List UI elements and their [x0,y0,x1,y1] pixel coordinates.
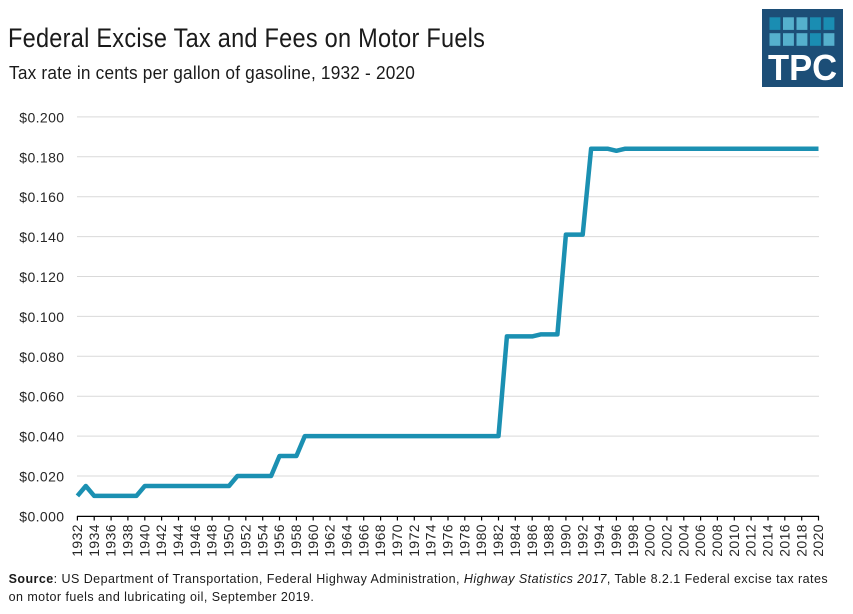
svg-text:1956: 1956 [271,524,287,557]
svg-text:2008: 2008 [709,524,725,557]
svg-text:1952: 1952 [237,524,253,557]
svg-text:1950: 1950 [221,524,237,557]
svg-text:1996: 1996 [608,524,624,557]
svg-text:1938: 1938 [120,524,136,557]
svg-text:1982: 1982 [490,524,506,557]
svg-text:$0.200: $0.200 [19,109,64,125]
svg-text:1966: 1966 [355,524,371,557]
svg-text:1974: 1974 [423,524,439,557]
svg-text:1946: 1946 [187,524,203,557]
svg-text:1980: 1980 [473,524,489,557]
svg-text:$0.120: $0.120 [19,269,64,285]
svg-text:1998: 1998 [625,524,641,557]
svg-text:1970: 1970 [389,524,405,557]
svg-text:2016: 2016 [776,524,792,557]
svg-text:$0.160: $0.160 [19,189,64,205]
svg-text:2014: 2014 [760,524,776,557]
svg-text:1976: 1976 [440,524,456,557]
svg-text:1972: 1972 [406,524,422,557]
svg-text:1944: 1944 [170,524,186,557]
svg-text:2018: 2018 [793,524,809,557]
svg-text:1986: 1986 [524,524,540,557]
svg-text:1988: 1988 [541,524,557,557]
svg-text:$0.080: $0.080 [19,349,64,365]
svg-text:1932: 1932 [69,524,85,557]
svg-text:1962: 1962 [322,524,338,557]
svg-text:2002: 2002 [659,524,675,557]
svg-text:$0.040: $0.040 [19,429,64,445]
svg-text:2010: 2010 [726,524,742,557]
svg-text:$0.100: $0.100 [19,309,64,325]
svg-text:2004: 2004 [675,524,691,557]
svg-text:$0.180: $0.180 [19,149,64,165]
svg-text:2006: 2006 [692,524,708,557]
svg-text:1964: 1964 [339,524,355,557]
svg-text:$0.000: $0.000 [19,508,64,524]
svg-text:1960: 1960 [305,524,321,557]
svg-text:1978: 1978 [456,524,472,557]
svg-text:2000: 2000 [642,524,658,557]
svg-text:1940: 1940 [136,524,152,557]
svg-text:1942: 1942 [153,524,169,557]
svg-text:1990: 1990 [558,524,574,557]
svg-text:1958: 1958 [288,524,304,557]
svg-text:$0.020: $0.020 [19,469,64,485]
svg-text:1994: 1994 [591,524,607,557]
svg-text:1934: 1934 [86,524,102,557]
svg-text:2020: 2020 [810,524,826,557]
svg-text:$0.060: $0.060 [19,389,64,405]
svg-text:1954: 1954 [254,524,270,557]
svg-text:1968: 1968 [372,524,388,557]
svg-text:1984: 1984 [507,524,523,557]
svg-text:1936: 1936 [103,524,119,557]
svg-text:1948: 1948 [204,524,220,557]
svg-text:$0.140: $0.140 [19,229,64,245]
svg-text:1992: 1992 [574,524,590,557]
svg-text:2012: 2012 [743,524,759,557]
